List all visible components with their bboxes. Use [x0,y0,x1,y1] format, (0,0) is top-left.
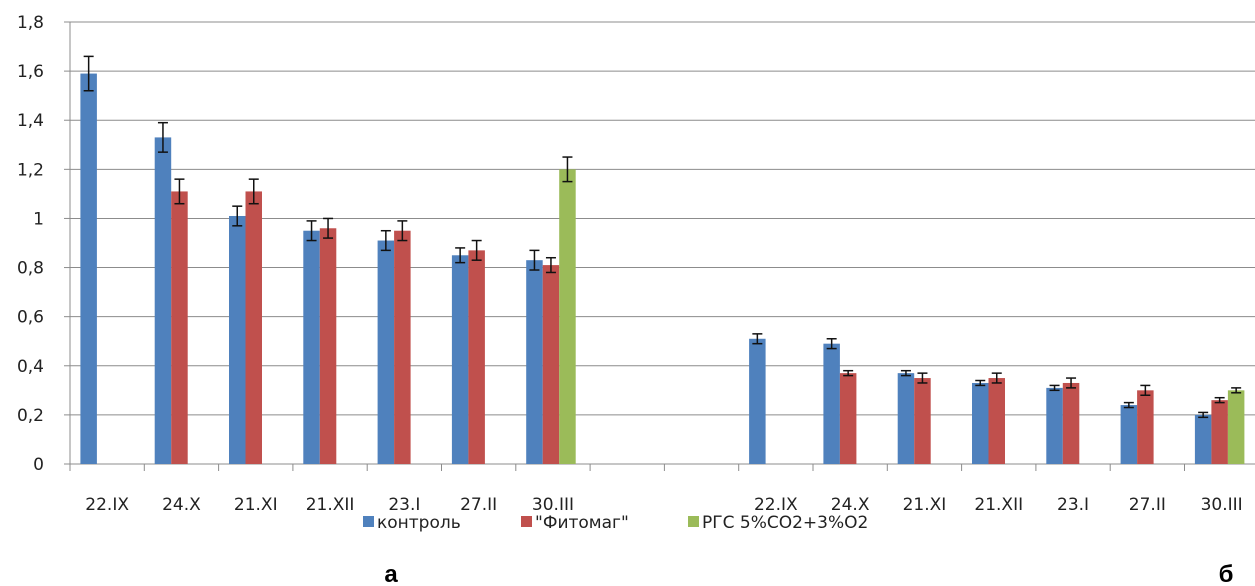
bar [988,378,1005,464]
bar [245,191,262,464]
x-tick-label: 23.I [388,495,420,515]
legend-label: контроль [377,513,461,533]
x-tick-label: 22.IX [754,495,798,515]
x-axis: 22.IX 24.X 21.XI 21.XII 23.I 27.II 30.III 22.IX… [69,463,1255,515]
gridlines [70,21,1255,416]
bar [1227,390,1245,464]
legend: контроль "Фитомаг" РГС 5%CO2+3%O2 [363,513,868,533]
bar [1120,405,1138,464]
x-tick-label: 21.XII [306,495,355,515]
bars [80,73,1245,465]
bar [154,137,172,464]
error-bars [83,55,1242,419]
y-tick-label: 1,6 [17,62,44,82]
bar [1194,414,1212,464]
x-tick-label: 27.II [460,495,497,515]
bar [303,230,320,464]
x-tick-label: 30.III [532,495,574,515]
x-tick-label: 22.IX [85,495,129,515]
x-tick-label: 23.I [1057,495,1089,515]
y-tick-label: 1,2 [17,160,44,180]
bar [749,338,766,464]
y-tick-label: 0 [33,455,44,475]
bar [559,169,576,465]
bar [377,240,395,464]
bar [1211,400,1228,464]
legend-label: "Фитомаг" [535,513,629,533]
bar [1062,382,1080,464]
bar [914,378,931,464]
y-tick-label: 1 [33,209,44,229]
y-tick-label: 0,2 [17,406,44,426]
bar [319,228,337,464]
x-tick-label: 24.X [162,495,201,515]
panel-label-b: б [1219,561,1234,586]
bar [972,382,989,464]
bar [526,260,543,464]
bar [1137,390,1154,464]
bar [1046,387,1063,464]
legend-swatch [363,516,374,527]
legend-swatch [521,516,532,527]
y-tick-label: 1,8 [17,13,44,33]
x-tick-label: 21.XII [974,495,1023,515]
bar [468,250,485,464]
legend-swatch [688,516,699,527]
bar [451,255,469,464]
x-tick-label: 21.XI [234,495,278,515]
panel-label-a: а [384,561,398,586]
bar [394,230,411,464]
bar [542,265,560,464]
legend-label: РГС 5%CO2+3%O2 [702,513,868,533]
x-tick-label: 21.XI [903,495,947,515]
y-tick-label: 0,4 [17,357,44,377]
bar [229,215,246,464]
bar [897,373,915,464]
x-tick-label: 27.II [1129,495,1166,515]
bar [80,73,97,465]
bar [823,343,840,464]
bar [171,191,188,464]
x-tick-label: 24.X [831,495,870,515]
x-tick-label: 30.III [1201,495,1243,515]
bar [839,373,857,464]
y-tick-label: 1,4 [17,111,44,131]
y-axis: 0 0,2 0,4 0,6 0,8 1 1,2 1,4 1,6 1,8 [17,13,71,475]
y-tick-label: 0,8 [17,259,44,279]
y-tick-label: 0,6 [17,308,44,328]
